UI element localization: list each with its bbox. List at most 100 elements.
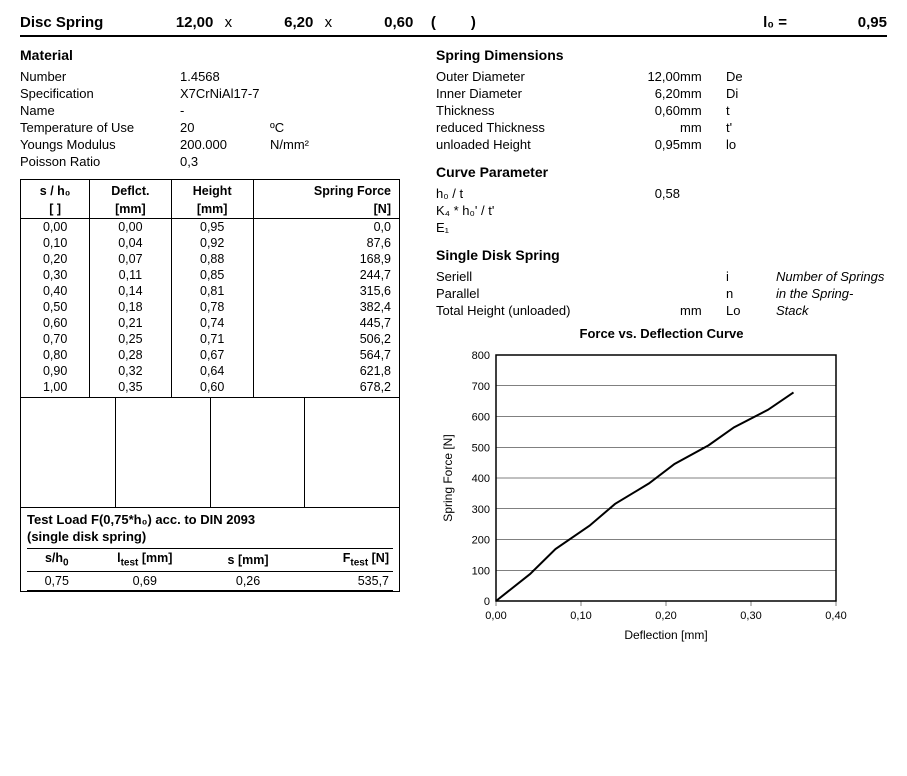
test-load-section: Test Load F(0,75*h₀) acc. to DIN 2093 (s… [20,508,400,592]
dim-row: Thickness0,60mmt [436,103,887,118]
cell: 0,11 [90,267,171,283]
th-u1: [ ] [21,200,90,219]
dim-row: Inner Diameter6,20mmDi [436,86,887,101]
force-deflection-chart: 01002003004005006007008000,000,100,200,3… [436,345,856,645]
cell: 0,92 [171,235,253,251]
curve-param-title: Curve Parameter [436,164,887,180]
material-number: Number1.4568 [20,69,400,84]
cp-e1: E₁ [436,220,887,235]
svg-text:0,40: 0,40 [825,610,846,622]
tl-v2: 0,69 [87,571,203,590]
table-row: 0,500,180,78382,4 [21,299,400,315]
cell: 678,2 [253,379,399,398]
svg-text:Spring Force [N]: Spring Force [N] [441,434,455,521]
cell: 0,28 [90,347,171,363]
material-youngs: Youngs Modulus200.000N/mm² [20,137,400,152]
th-u3: [mm] [171,200,253,219]
tl-h1: s/h0 [27,549,87,572]
svg-text:0,00: 0,00 [485,610,506,622]
svg-text:Deflection [mm]: Deflection [mm] [624,628,707,642]
cell: 564,7 [253,347,399,363]
table-padding [20,398,400,508]
cell: 0,07 [90,251,171,267]
svg-text:300: 300 [472,504,490,516]
chart-title: Force vs. Deflection Curve [436,326,887,341]
th-force: Spring Force [253,180,399,201]
cell: 0,78 [171,299,253,315]
svg-text:400: 400 [472,473,490,485]
cell: 0,35 [90,379,171,398]
table-row: 0,100,040,9287,6 [21,235,400,251]
header-d1: 12,00 [143,14,213,31]
table-row: 0,300,110,85244,7 [21,267,400,283]
cell: 0,81 [171,283,253,299]
tl-h4: Ftest [N] [293,549,393,572]
svg-text:0,30: 0,30 [740,610,761,622]
svg-text:0,20: 0,20 [655,610,676,622]
test-load-sub: (single disk spring) [27,529,393,544]
material-name: Name- [20,103,400,118]
th-deflct: Deflct. [90,180,171,201]
test-load-table: s/h0 ltest [mm] s [mm] Ftest [N] 0,75 0,… [27,548,393,591]
material-title: Material [20,47,400,63]
cell: 0,32 [90,363,171,379]
cell: 0,00 [90,219,171,236]
cell: 244,7 [253,267,399,283]
single-row: SerielliNumber of Springs [436,269,887,284]
paren-close: ) [453,14,493,31]
table-row: 0,200,070,88168,9 [21,251,400,267]
svg-text:500: 500 [472,442,490,454]
cell: 0,74 [171,315,253,331]
cell: 0,67 [171,347,253,363]
svg-text:0: 0 [484,596,490,608]
cell: 0,21 [90,315,171,331]
cell: 0,25 [90,331,171,347]
table-row: 0,600,210,74445,7 [21,315,400,331]
svg-text:700: 700 [472,381,490,393]
cp-k4: K₄ * h₀' / t' [436,203,887,218]
dim-row: Outer Diameter12,00mmDe [436,69,887,84]
header-d3: 0,60 [343,14,413,31]
cell: 0,71 [171,331,253,347]
single-row: Total Height (unloaded)mmLoStack [436,303,887,318]
th-u4: [N] [253,200,399,219]
svg-text:100: 100 [472,565,490,577]
cell: 0,60 [21,315,90,331]
single-row: Parallelnin the Spring- [436,286,887,301]
table-row: 0,700,250,71506,2 [21,331,400,347]
svg-text:800: 800 [472,350,490,362]
cell: 0,10 [21,235,90,251]
cell: 0,88 [171,251,253,267]
cell: 0,04 [90,235,171,251]
cell: 0,50 [21,299,90,315]
th-sh0: s / h₀ [21,180,90,201]
cell: 0,80 [21,347,90,363]
cell: 0,85 [171,267,253,283]
th-height: Height [171,180,253,201]
material-spec: SpecificationX7CrNiAl17-7 [20,86,400,101]
lo-label: l₀ = [763,14,787,31]
tl-v1: 0,75 [27,571,87,590]
tl-v3: 0,26 [203,571,293,590]
cell: 0,14 [90,283,171,299]
table-row: 0,000,000,950,0 [21,219,400,236]
th-u2: [mm] [90,200,171,219]
deflection-table: s / h₀ Deflct. Height Spring Force [ ] [… [20,179,400,398]
cell: 87,6 [253,235,399,251]
tl-h2: ltest [mm] [87,549,203,572]
cell: 621,8 [253,363,399,379]
dim-row: unloaded Height0,95mmlo [436,137,887,152]
cell: 0,00 [21,219,90,236]
cell: 168,9 [253,251,399,267]
tl-h3: s [mm] [203,549,293,572]
sep-x: x [213,14,243,31]
header-d2: 6,20 [243,14,313,31]
cell: 0,30 [21,267,90,283]
tl-v4: 535,7 [293,571,393,590]
cell: 0,64 [171,363,253,379]
lo-value: 0,95 [817,14,887,31]
svg-text:600: 600 [472,412,490,424]
header-title: Disc Spring [20,14,103,31]
cell: 0,0 [253,219,399,236]
spring-dim-title: Spring Dimensions [436,47,887,63]
